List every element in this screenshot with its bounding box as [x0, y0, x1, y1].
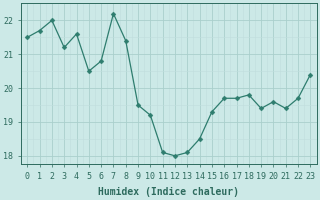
X-axis label: Humidex (Indice chaleur): Humidex (Indice chaleur) — [98, 186, 239, 197]
